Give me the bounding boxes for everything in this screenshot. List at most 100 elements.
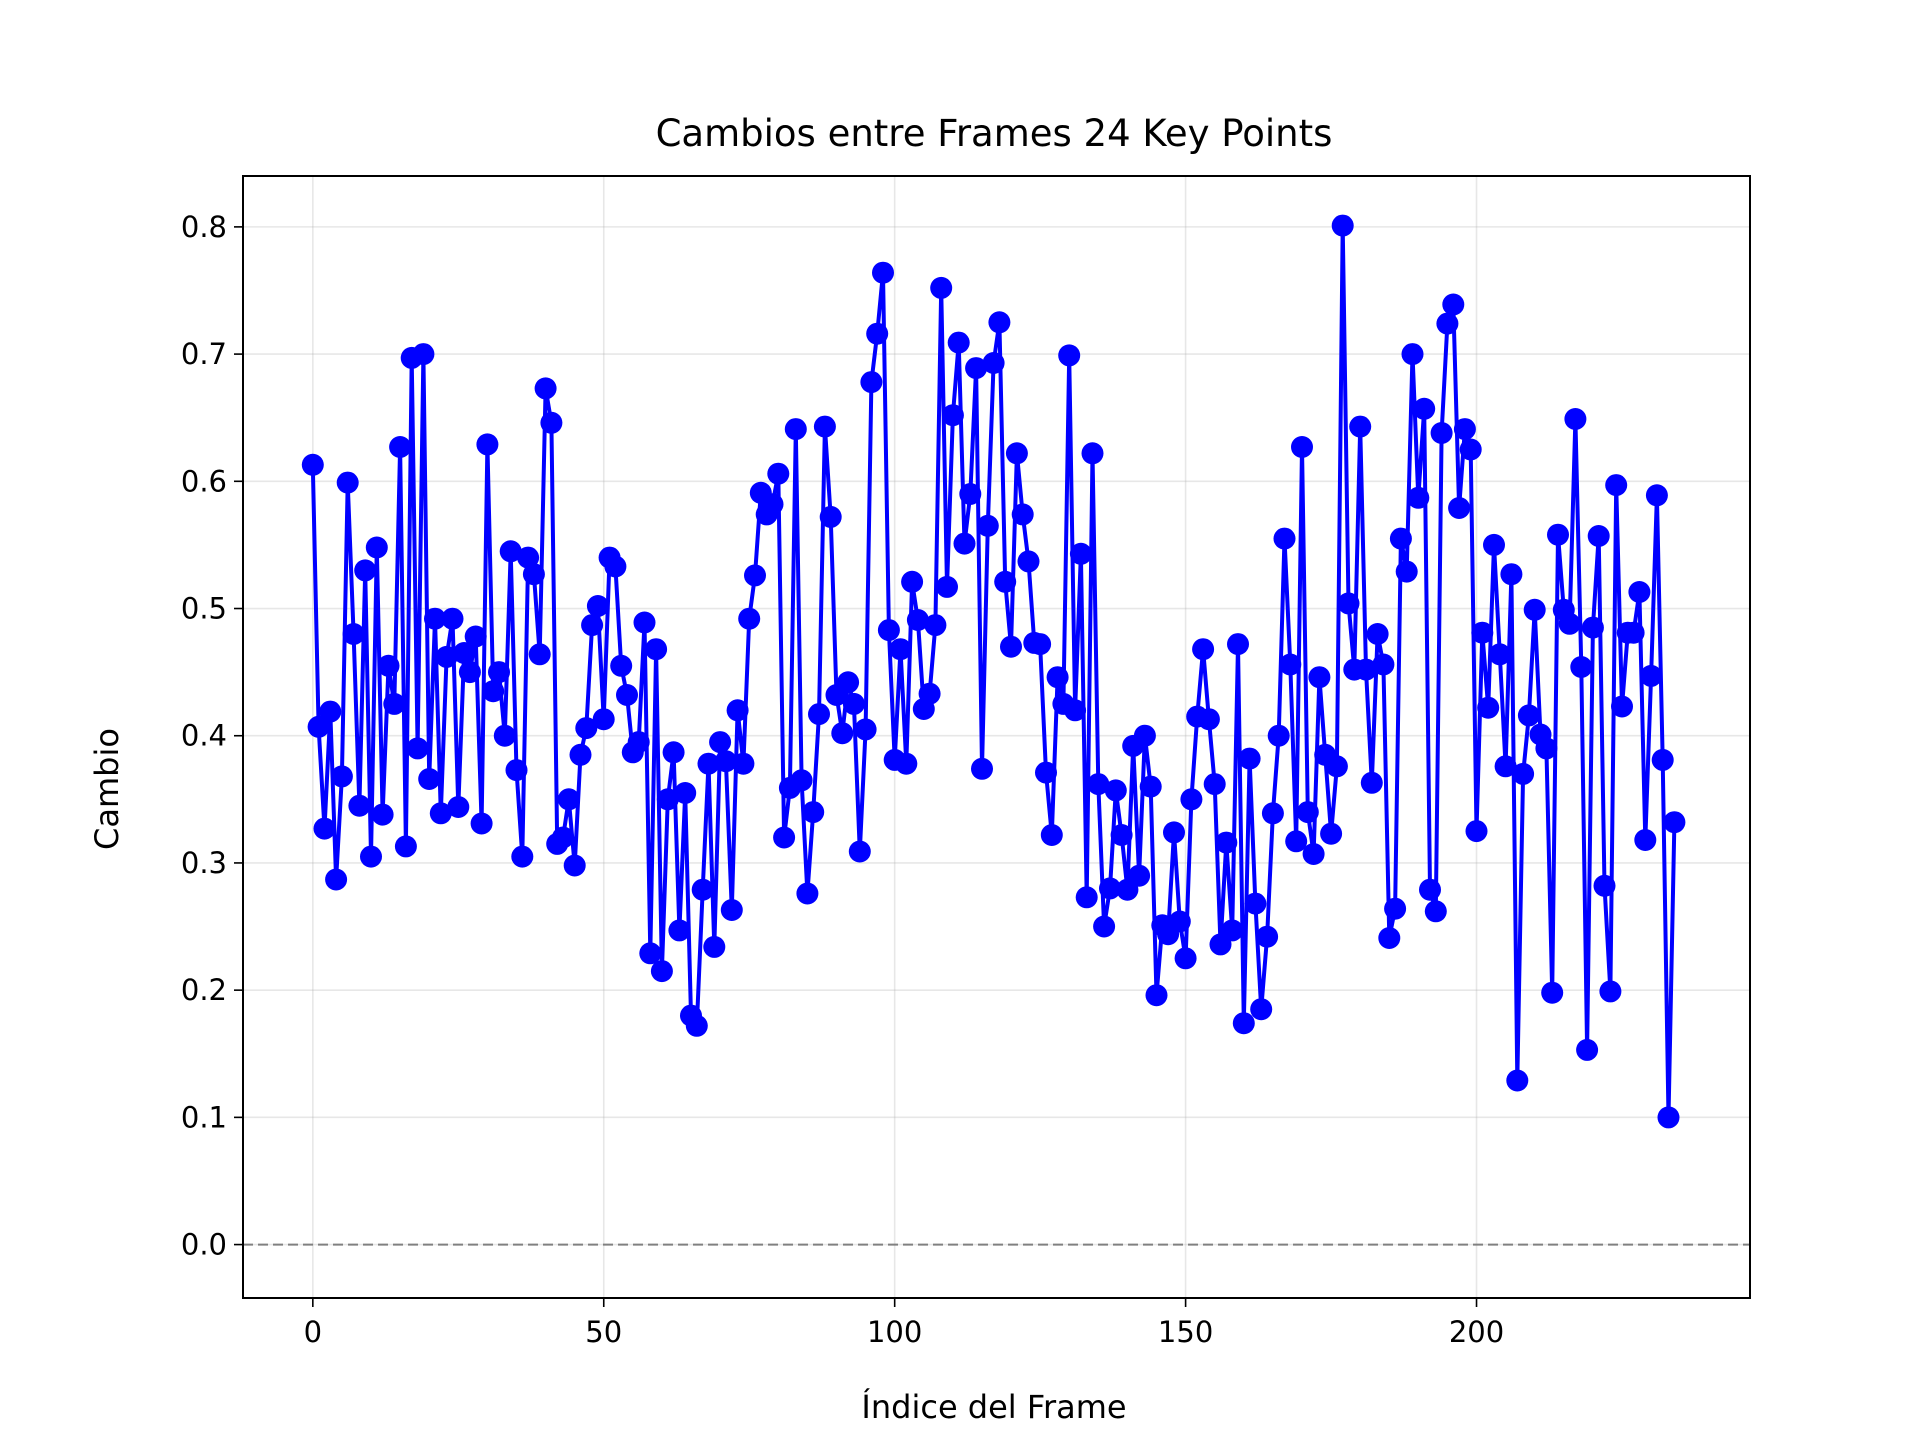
data-point <box>522 563 545 586</box>
data-point <box>1104 779 1127 802</box>
data-point <box>1651 748 1674 771</box>
data-point <box>1424 900 1447 923</box>
data-point <box>947 331 970 354</box>
x-axis-label: Índice del Frame <box>861 1388 1126 1426</box>
data-point <box>1413 397 1436 420</box>
data-point <box>982 352 1005 374</box>
data-point <box>1477 696 1500 719</box>
data-point <box>394 835 417 858</box>
data-point <box>1215 831 1238 854</box>
data-point <box>866 322 889 345</box>
data-point <box>685 1014 708 1037</box>
data-point <box>1192 638 1215 661</box>
data-point <box>319 700 342 723</box>
data-point <box>488 661 510 684</box>
data-point <box>301 453 324 476</box>
data-point <box>616 684 638 706</box>
data-point <box>906 609 929 631</box>
chart-title: Cambios entre Frames 24 Key Points <box>656 112 1333 155</box>
data-point <box>761 493 784 516</box>
data-point <box>505 759 528 782</box>
data-point <box>959 483 982 505</box>
data-point <box>1628 581 1651 603</box>
data-point <box>808 703 830 726</box>
data-point <box>674 782 697 804</box>
data-point <box>1448 497 1471 519</box>
data-point <box>1465 820 1488 843</box>
data-point <box>662 741 685 764</box>
data-point <box>1168 910 1191 933</box>
data-point <box>476 433 499 456</box>
data-point <box>1099 877 1121 900</box>
data-point <box>453 642 476 664</box>
data-point <box>604 555 627 578</box>
data-point <box>994 570 1017 593</box>
data-point <box>802 801 825 824</box>
y-tick-label: 0.6 <box>181 464 227 498</box>
data-point <box>1250 998 1273 1021</box>
data-point <box>988 311 1011 334</box>
data-point <box>493 724 516 747</box>
plot-frame <box>242 175 1751 1299</box>
data-point <box>586 595 609 617</box>
data-point <box>1494 755 1517 778</box>
data-point <box>581 614 604 637</box>
data-point <box>435 645 458 668</box>
data-point <box>1064 699 1087 722</box>
data-point <box>1581 616 1604 639</box>
x-tick-label: 200 <box>1449 1315 1504 1349</box>
data-point <box>441 607 464 630</box>
data-point <box>1395 560 1418 583</box>
data-point <box>1302 843 1325 865</box>
data-point <box>848 840 871 863</box>
y-tick-label: 0.2 <box>181 973 227 1007</box>
data-point <box>1517 704 1540 727</box>
data-point <box>1436 312 1459 335</box>
data-point <box>889 638 912 661</box>
data-point <box>458 661 481 684</box>
data-point <box>1035 761 1057 784</box>
data-point <box>1605 474 1628 497</box>
data-point <box>528 643 551 666</box>
data-point <box>1541 981 1564 1004</box>
data-point <box>971 757 993 780</box>
data-point <box>1046 666 1069 689</box>
data-point <box>842 692 865 715</box>
data-point <box>1291 436 1313 458</box>
data-point <box>389 436 412 458</box>
data-point <box>1483 533 1505 556</box>
data-point <box>406 737 429 760</box>
data-point <box>703 935 726 958</box>
data-point <box>831 722 854 745</box>
data-point <box>557 788 580 811</box>
data-point <box>1017 550 1040 573</box>
data-point <box>976 514 999 537</box>
data-point <box>1227 633 1249 656</box>
data-point <box>348 794 371 817</box>
y-tick-label: 0.5 <box>181 592 227 626</box>
data-point <box>860 371 883 394</box>
data-point <box>1081 442 1104 465</box>
data-point <box>1419 878 1441 901</box>
data-point <box>1256 925 1279 948</box>
data-point <box>1005 442 1028 465</box>
data-point <box>1145 984 1168 1007</box>
data-point <box>790 769 813 792</box>
data-point <box>418 768 441 790</box>
x-tick-label: 100 <box>867 1315 922 1349</box>
data-point <box>1372 653 1395 676</box>
data-point <box>738 607 761 630</box>
data-point <box>1407 486 1430 509</box>
data-point <box>1011 503 1034 526</box>
data-point <box>1244 892 1267 915</box>
data-point <box>1296 801 1319 824</box>
data-point <box>796 882 819 905</box>
data-point <box>1488 643 1511 666</box>
data-point <box>482 680 505 703</box>
data-point <box>714 750 737 773</box>
data-point <box>877 619 900 642</box>
data-point <box>918 682 941 705</box>
data-point <box>627 731 650 754</box>
